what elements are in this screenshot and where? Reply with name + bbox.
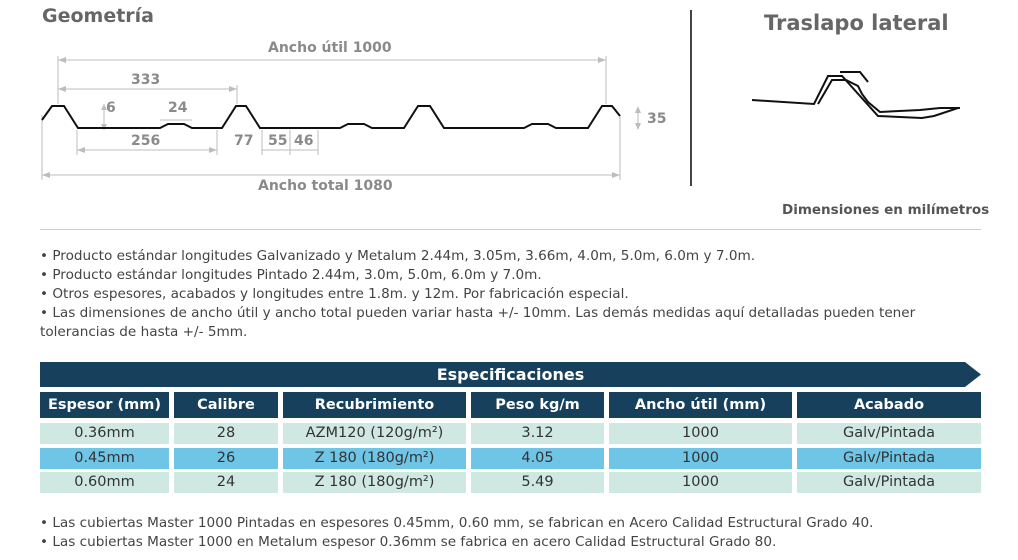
- note-item: • Las cubiertas Master 1000 en Metalum e…: [40, 534, 777, 550]
- col-header-ancho-util: Ancho útil (mm): [609, 392, 792, 418]
- bullet-item: • Otros espesores, acabados y longitudes…: [40, 286, 629, 302]
- table-cell: 5.49: [471, 472, 604, 493]
- col-header-recubrimiento: Recubrimiento: [283, 392, 466, 418]
- table-cell: Galv/Pintada: [797, 448, 981, 469]
- bullet-item: • Producto estándar longitudes Galvaniza…: [40, 248, 756, 264]
- table-cell: 0.36mm: [40, 423, 169, 444]
- dim-46: 46: [294, 133, 313, 149]
- col-header-peso: Peso kg/m: [471, 392, 604, 418]
- product-notes: • Producto estándar longitudes Galvaniza…: [40, 247, 980, 342]
- dim-77: 77: [234, 133, 253, 149]
- table-cell: 0.60mm: [40, 472, 169, 493]
- table-cell: Z 180 (180g/m²): [283, 472, 466, 493]
- table-cell: 1000: [609, 448, 792, 469]
- col-header-acabado: Acabado: [797, 392, 981, 418]
- col-header-espesor: Espesor (mm): [40, 392, 169, 418]
- table-cell: 24: [174, 472, 278, 493]
- table-cell: 1000: [609, 423, 792, 444]
- spec-title: Especificaciones: [436, 365, 585, 384]
- table-cell: 1000: [609, 472, 792, 493]
- dim-24: 24: [168, 100, 188, 116]
- table-cell: AZM120 (120g/m²): [283, 423, 466, 444]
- dim-333: 333: [131, 72, 160, 88]
- spec-banner: [40, 362, 981, 387]
- table-cell: Galv/Pintada: [797, 423, 981, 444]
- section-divider: [690, 10, 692, 186]
- table-cell: 4.05: [471, 448, 604, 469]
- dim-256: 256: [131, 133, 160, 149]
- table-cell: Z 180 (180g/m²): [283, 448, 466, 469]
- table-cell: 0.45mm: [40, 448, 169, 469]
- dim-ancho-util: Ancho útil 1000: [268, 40, 392, 56]
- table-cell: Galv/Pintada: [797, 472, 981, 493]
- geometry-drawing: Ancho útil 1000 333 6 24 256 77 55 46 35…: [41, 40, 666, 194]
- table-cell: 3.12: [471, 423, 604, 444]
- traslapo-title: Traslapo lateral: [764, 11, 949, 35]
- note-item: • Las cubiertas Master 1000 Pintadas en …: [40, 515, 874, 531]
- dim-ancho-total: Ancho total 1080: [258, 178, 393, 194]
- units-note: Dimensiones en milímetros: [782, 202, 990, 218]
- table-cell: 26: [174, 448, 278, 469]
- dim-35: 35: [647, 111, 666, 127]
- bullet-item: • Producto estándar longitudes Pintado 2…: [40, 267, 542, 283]
- dim-55: 55: [268, 133, 287, 149]
- col-header-calibre: Calibre: [174, 392, 278, 418]
- geometry-title: Geometría: [42, 5, 155, 27]
- units-divider: [40, 229, 981, 230]
- footer-notes: • Las cubiertas Master 1000 Pintadas en …: [40, 514, 1000, 552]
- table-cell: 28: [174, 423, 278, 444]
- traslapo-drawing: [751, 71, 960, 120]
- bullet-item: • Las dimensiones de ancho útil y ancho …: [40, 305, 916, 340]
- dim-6: 6: [106, 100, 116, 116]
